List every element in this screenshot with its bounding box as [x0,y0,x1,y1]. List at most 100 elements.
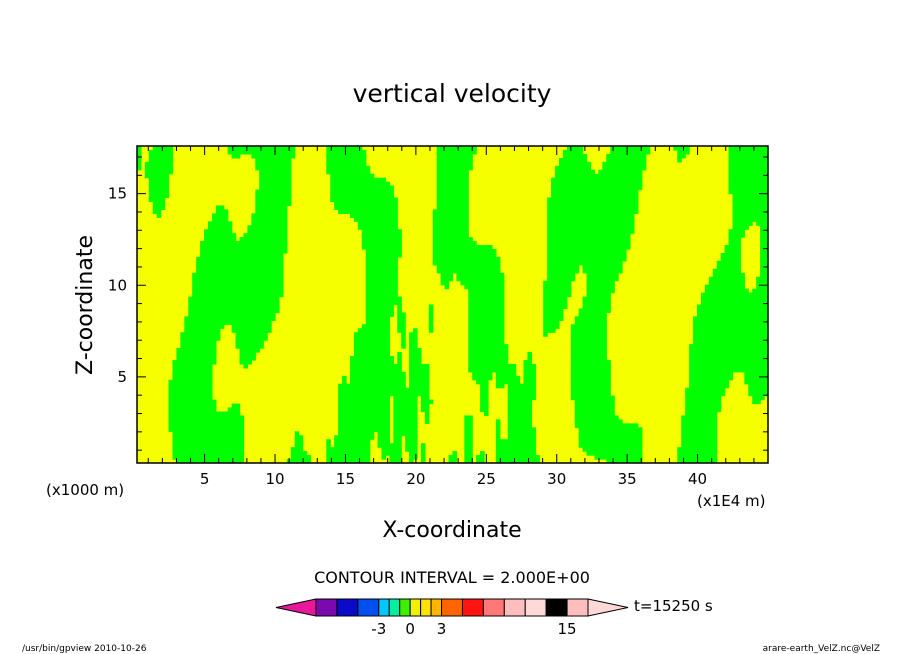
negative-velocity-cell [495,431,501,436]
negative-velocity-cell [365,272,371,278]
negative-velocity-cell [219,288,225,294]
negative-velocity-cell [196,312,201,317]
negative-velocity-cell [570,217,576,222]
negative-velocity-cell [697,447,702,452]
negative-velocity-cell [196,336,201,341]
negative-velocity-cell [752,193,757,199]
negative-velocity-cell [420,383,426,389]
negative-velocity-cell [223,435,229,440]
negative-velocity-cell [515,399,521,405]
negative-velocity-cell [720,308,726,314]
negative-velocity-cell [598,352,603,357]
negative-velocity-cell [590,280,596,286]
velocity-field [137,146,768,463]
negative-velocity-cell [468,435,473,440]
negative-velocity-cell [598,288,603,294]
negative-velocity-cell [618,213,623,218]
negative-velocity-cell [499,300,505,306]
negative-velocity-cell [349,359,355,365]
negative-velocity-cell [728,312,734,317]
negative-velocity-cell [349,383,355,389]
negative-velocity-cell [499,383,505,389]
negative-velocity-cell [586,312,592,317]
negative-velocity-cell [700,451,706,456]
negative-velocity-cell [349,459,355,463]
negative-velocity-cell [219,439,225,444]
negative-velocity-cell [342,447,347,452]
negative-velocity-cell [231,276,237,282]
negative-velocity-cell [495,363,501,369]
negative-velocity-cell [586,359,592,365]
negative-velocity-cell [760,288,765,294]
negative-velocity-cell [499,344,505,349]
negative-velocity-cell [578,237,584,242]
negative-velocity-cell [468,292,473,298]
negative-velocity-cell [602,423,607,428]
negative-velocity-cell [188,411,193,417]
negative-velocity-cell [204,415,209,421]
negative-velocity-cell [211,399,217,405]
negative-velocity-cell [484,332,489,337]
negative-velocity-cell [740,201,745,207]
negative-velocity-cell [373,205,379,210]
negative-velocity-cell [570,256,576,262]
negative-velocity-cell [204,304,209,310]
negative-velocity-cell [409,371,414,377]
negative-velocity-cell [555,312,560,317]
negative-velocity-cell [527,371,532,377]
negative-velocity-cell [215,419,221,424]
negative-velocity-cell [610,205,615,210]
negative-velocity-cell [570,332,576,337]
negative-velocity-cell [764,371,768,377]
negative-velocity-cell [598,367,603,373]
negative-velocity-cell [748,217,753,222]
negative-velocity-cell [507,383,513,389]
negative-velocity-cell [586,300,592,306]
negative-velocity-cell [393,245,398,250]
negative-velocity-cell [200,288,205,294]
negative-velocity-cell [413,367,418,373]
negative-velocity-cell [263,256,268,262]
negative-velocity-cell [578,245,584,250]
negative-velocity-cell [582,431,588,436]
negative-velocity-cell [381,316,387,321]
negative-velocity-cell [361,399,367,405]
negative-velocity-cell [204,459,209,463]
negative-velocity-cell [716,344,722,349]
negative-velocity-cell [456,177,461,183]
negative-velocity-cell [413,423,418,428]
negative-velocity-cell [728,300,734,306]
negative-velocity-cell [420,363,426,369]
negative-velocity-cell [712,284,718,290]
negative-velocity-cell [251,300,256,306]
negative-velocity-cell [547,328,552,333]
negative-velocity-cell [204,407,209,413]
negative-velocity-cell [626,189,631,195]
negative-velocity-cell [239,332,245,337]
negative-velocity-cell [555,237,560,242]
negative-velocity-cell [373,229,379,234]
negative-velocity-cell [594,411,600,417]
negative-velocity-cell [448,221,454,226]
negative-velocity-cell [215,280,221,286]
negative-velocity-cell [361,395,367,401]
negative-velocity-cell [440,252,446,258]
negative-velocity-cell [188,407,193,413]
negative-velocity-cell [377,300,383,306]
negative-velocity-cell [693,328,698,333]
negative-velocity-cell [381,340,387,345]
negative-velocity-cell [748,352,753,357]
negative-velocity-cell [452,177,458,183]
negative-velocity-cell [476,304,481,310]
negative-velocity-cell [180,451,185,456]
negative-velocity-cell [207,260,213,266]
negative-velocity-cell [243,356,249,361]
negative-velocity-cell [598,252,603,258]
negative-velocity-cell [204,336,209,341]
negative-velocity-cell [251,249,256,254]
negative-velocity-cell [570,205,576,210]
negative-velocity-cell [740,367,745,373]
negative-velocity-cell [590,371,596,377]
negative-velocity-cell [346,395,351,401]
negative-velocity-cell [160,197,166,203]
